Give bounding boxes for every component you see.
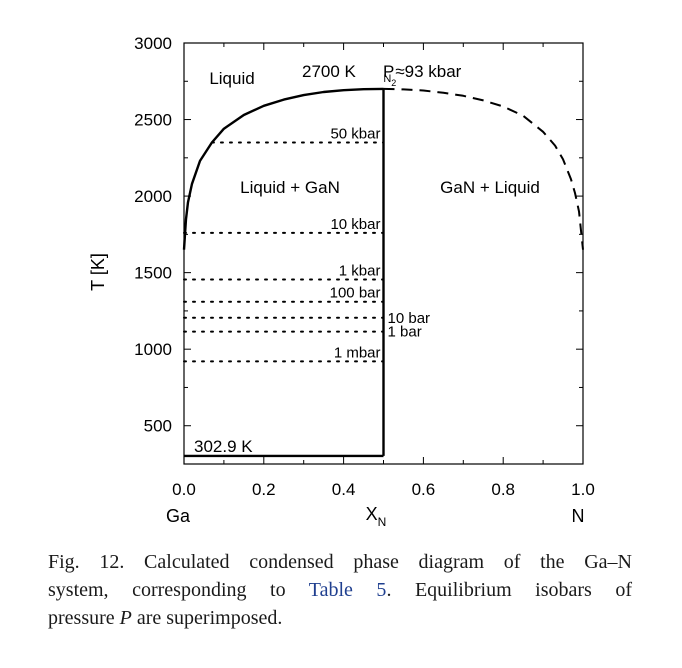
x-end-label-ga: Ga bbox=[166, 506, 191, 526]
x-tick-label: 0.4 bbox=[332, 480, 356, 499]
isobar-label: 1 bar bbox=[388, 324, 422, 341]
x-end-label-n: N bbox=[572, 506, 585, 526]
x-tick-label: 0.6 bbox=[412, 480, 436, 499]
peak-pressure-subsubscript: 2 bbox=[391, 78, 396, 88]
y-axis-label: T [K] bbox=[88, 253, 108, 291]
phase-diagram: 500 1000 1500 2000 2500 3000 0.0 0.2 0.4 0.6 0.8 1.… bbox=[88, 34, 595, 529]
ga-melting-label: 302.9 K bbox=[194, 437, 253, 456]
isobar-label: 10 kbar bbox=[330, 216, 380, 233]
y-tick-label: 1000 bbox=[134, 340, 172, 359]
region-label-gan-liquid: GaN + Liquid bbox=[440, 178, 540, 197]
peak-pressure-value: ≈93 kbar bbox=[395, 62, 461, 81]
peak-pressure-subscript: N bbox=[383, 73, 391, 85]
series-liquidus bbox=[182, 87, 384, 250]
axis-ticks: 500 1000 1500 2000 2500 3000 0.0 0.2 0.4 0.6 0.8 1.… bbox=[134, 34, 595, 499]
isobar-label: 1 mbar bbox=[334, 344, 381, 361]
y-tick-label: 500 bbox=[144, 417, 172, 436]
figure-caption: Fig. 12. Calculated condensed phase diag… bbox=[48, 548, 632, 632]
y-tick-label: 2500 bbox=[134, 111, 172, 130]
x-axis-label-subscript: N bbox=[378, 515, 387, 529]
caption-line-3: pressure P are superimposed. bbox=[48, 607, 283, 629]
chart-labels: T [K] Ga XN N Liquid Liquid + GaN GaN + … bbox=[88, 62, 585, 529]
caption-line-2: system, corresponding to Table 5. Equili… bbox=[48, 579, 633, 601]
phase-boundaries bbox=[182, 87, 584, 458]
peak-temperature-label: 2700 K bbox=[302, 62, 357, 81]
y-tick-label: 3000 bbox=[134, 34, 172, 53]
x-tick-label: 0.0 bbox=[172, 480, 196, 499]
caption-line-1: Fig. 12. Calculated condensed phase diag… bbox=[48, 551, 632, 573]
isobar-label: 1 kbar bbox=[339, 263, 381, 280]
x-tick-label: 0.2 bbox=[252, 480, 276, 499]
y-tick-label: 1500 bbox=[134, 264, 172, 283]
pressure-symbol: P bbox=[119, 607, 132, 629]
region-label-liquid: Liquid bbox=[209, 69, 254, 88]
region-label-liquid-gan: Liquid + GaN bbox=[240, 178, 340, 197]
isobar-label: 100 bar bbox=[330, 285, 381, 302]
series-gan-decomposition bbox=[383, 87, 584, 250]
y-tick-label: 2000 bbox=[134, 187, 172, 206]
x-tick-label: 0.8 bbox=[491, 480, 515, 499]
x-tick-label: 1.0 bbox=[571, 480, 595, 499]
x-axis-label: XN bbox=[366, 504, 387, 529]
isobar-label: 10 bar bbox=[388, 310, 431, 327]
table-5-link[interactable]: Table 5 bbox=[308, 579, 387, 601]
isobar-label: 50 kbar bbox=[330, 126, 380, 143]
peak-pressure-label: PN2≈93 kbar bbox=[383, 62, 462, 88]
